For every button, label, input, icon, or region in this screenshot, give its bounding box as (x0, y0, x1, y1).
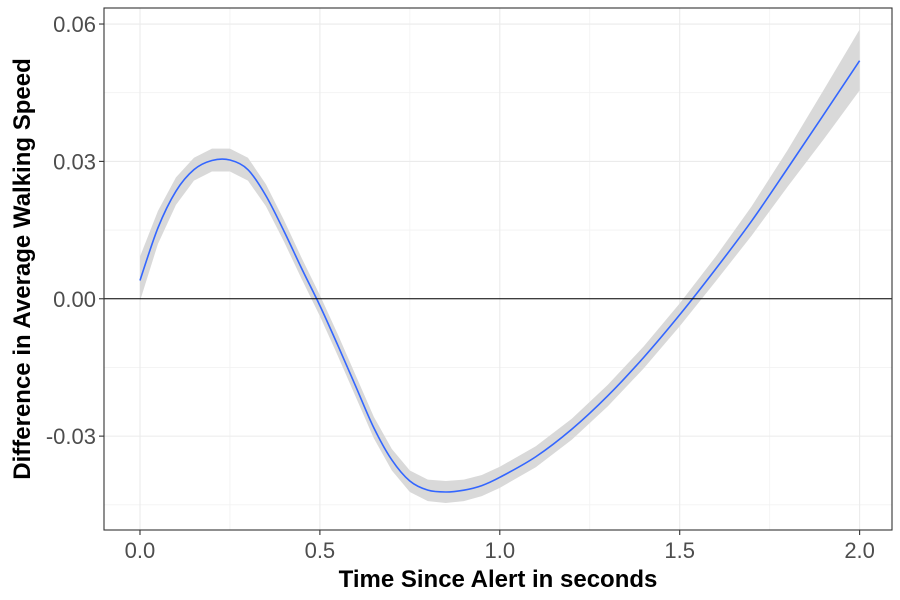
minor-gridlines (104, 8, 892, 530)
x-tick-label: 0.0 (125, 538, 156, 563)
x-axis-title: Time Since Alert in seconds (339, 566, 658, 593)
x-tick-label: 0.5 (305, 538, 336, 563)
x-tick-label: 1.0 (485, 538, 516, 563)
y-tick-label: 0.00 (53, 287, 96, 312)
y-tick-label: -0.03 (46, 424, 96, 449)
fitted-line (139, 60, 861, 493)
y-tick-label: 0.03 (53, 149, 96, 174)
y-tick-label: 0.06 (53, 12, 96, 37)
confidence-ribbon (139, 29, 860, 503)
series-layer (104, 29, 892, 503)
x-tick-label: 2.0 (844, 538, 875, 563)
y-axis-title: Difference in Average Walking Speed (9, 58, 36, 479)
plot-panel-border (103, 7, 893, 531)
x-tick-label: 1.5 (664, 538, 695, 563)
axes: 0.0 0.5 1.0 1.5 2.0 -0.03 0.00 0.03 0.06 (46, 12, 875, 563)
plot-panel-background (104, 8, 892, 530)
